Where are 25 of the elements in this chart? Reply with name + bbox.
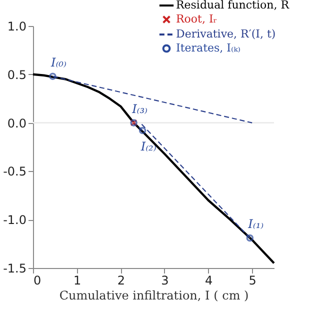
- point: [49, 72, 56, 80]
- x-tick-label: 1: [74, 274, 82, 288]
- legend-label: Derivative, R′(I, t): [176, 28, 276, 40]
- y-tick-label: -0.5: [3, 164, 26, 179]
- annotation: I₍₂₎: [140, 140, 156, 154]
- y-tick-label: -1.5: [3, 262, 26, 276]
- annotation: I₍₁₎: [247, 216, 264, 231]
- point: [138, 126, 146, 134]
- x-tick-label: 0: [34, 274, 42, 288]
- line-series: [32, 73, 276, 264]
- annotation: I₍₃₎: [131, 102, 148, 116]
- x-tick-label: 5: [248, 274, 256, 288]
- annotation: I₍₀₎: [50, 55, 66, 70]
- x-tick-label: 4: [204, 274, 213, 288]
- legend-label: Residual function, R: [176, 0, 290, 12]
- y-tick-label: -1.0: [3, 213, 26, 228]
- y-tick-label: 1.0: [7, 20, 26, 34]
- x-tick-label: 3: [161, 274, 169, 288]
- x-axis-title: Cumulative infiltration, I ( cm ): [59, 288, 249, 302]
- y-tick-label: 0.5: [7, 68, 26, 82]
- x-tick-label: 2: [117, 274, 125, 288]
- point: [246, 234, 254, 242]
- y-tick-label: 0.0: [7, 116, 26, 130]
- legend-label: Root, Iᵣ: [176, 12, 218, 26]
- legend-label: Iterates, I₍ₖ₎: [176, 42, 241, 54]
